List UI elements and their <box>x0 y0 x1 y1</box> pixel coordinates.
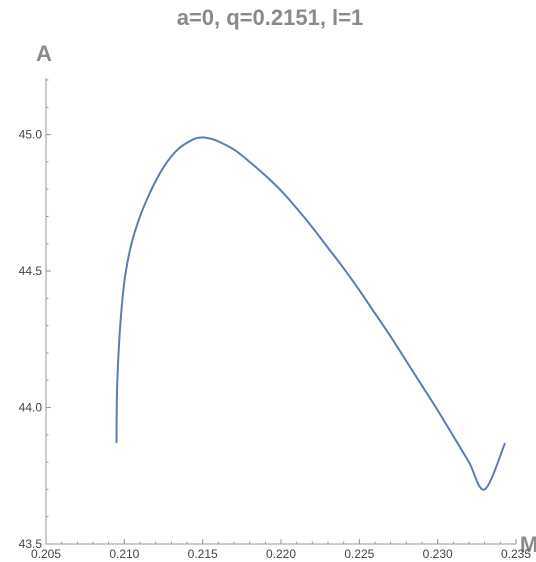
y-ticks: 43.5 44.0 44.5 45.0 <box>19 79 51 551</box>
x-tick-label: 0.215 <box>188 547 218 561</box>
y-tick-label: 44.5 <box>19 264 43 278</box>
y-tick-label: 44.0 <box>19 401 43 415</box>
y-axis-label: A <box>36 41 52 66</box>
x-axis-label: M <box>520 532 536 557</box>
series-line <box>115 136 506 491</box>
chart-title: a=0, q=0.2151, l=1 <box>177 5 364 30</box>
x-tick-label: 0.205 <box>31 547 61 561</box>
y-tick-label: 43.5 <box>19 537 43 551</box>
x-tick-label: 0.235 <box>501 547 531 561</box>
x-ticks: 0.205 0.210 0.215 0.220 0.225 0.230 0.235 <box>31 539 531 561</box>
x-tick-label: 0.225 <box>344 547 374 561</box>
x-tick-label: 0.230 <box>423 547 453 561</box>
x-tick-label: 0.220 <box>266 547 296 561</box>
y-tick-label: 45.0 <box>19 128 43 142</box>
x-tick-label: 0.210 <box>109 547 139 561</box>
